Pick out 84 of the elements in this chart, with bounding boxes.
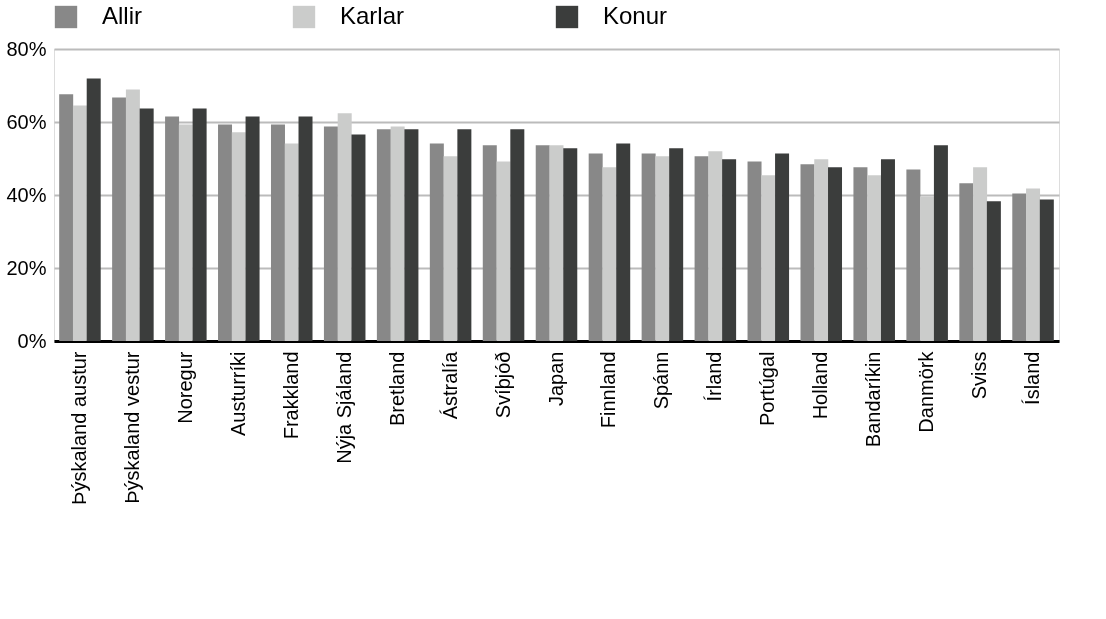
x-tick-label: Ástralía xyxy=(438,350,461,420)
x-tick-label: Danmörk xyxy=(915,350,938,433)
x-tick-label: Finnland xyxy=(597,351,620,429)
x-tick-label: Nýja Sjáland xyxy=(332,351,355,464)
bar xyxy=(747,161,762,341)
bar xyxy=(906,169,921,341)
bar xyxy=(775,153,790,341)
bar xyxy=(139,108,154,341)
bar xyxy=(443,156,458,341)
x-tick-label: Ísland xyxy=(1021,351,1044,405)
bar xyxy=(853,167,868,341)
y-tick-label: 40% xyxy=(6,183,47,206)
bar xyxy=(510,129,525,341)
legend-label: Konur xyxy=(603,2,668,29)
y-tick-label: 0% xyxy=(17,329,47,352)
x-tick-label: Frakkland xyxy=(279,351,302,440)
bar xyxy=(231,132,246,341)
bar xyxy=(298,116,313,341)
bar xyxy=(323,126,338,341)
bar xyxy=(429,143,444,341)
bar xyxy=(165,116,180,341)
bar xyxy=(86,78,101,341)
bar xyxy=(351,134,366,341)
bar xyxy=(337,113,352,341)
bar xyxy=(867,175,882,341)
bar xyxy=(192,108,207,341)
bar xyxy=(1039,199,1054,341)
bar xyxy=(563,148,578,341)
bar xyxy=(72,105,87,341)
bar xyxy=(588,153,603,341)
y-tick-label: 60% xyxy=(6,110,47,133)
bar xyxy=(694,156,709,341)
bar xyxy=(708,151,723,341)
bar xyxy=(404,129,419,341)
bar xyxy=(270,124,285,341)
bar xyxy=(125,89,140,341)
bar xyxy=(761,175,776,341)
bar xyxy=(933,145,948,341)
bar xyxy=(616,143,631,341)
legend-label: Allir xyxy=(102,2,142,29)
bar xyxy=(376,129,391,341)
x-tick-label: Spánn xyxy=(650,351,673,410)
legend-label: Karlar xyxy=(340,2,405,29)
bar xyxy=(641,153,656,341)
y-tick-label: 80% xyxy=(6,37,47,60)
bar xyxy=(814,159,829,341)
x-tick-label: Bandaríkin xyxy=(862,351,885,448)
bar xyxy=(986,201,1001,341)
x-tick-label: Þýskaland vestur xyxy=(120,351,143,504)
bar xyxy=(669,148,684,341)
x-tick-label: Portúgal xyxy=(756,351,779,426)
bar xyxy=(549,145,564,341)
bar xyxy=(800,164,815,341)
bar xyxy=(880,159,895,341)
x-tick-label: Þýskaland austur xyxy=(67,351,90,505)
bar xyxy=(722,159,737,341)
bar xyxy=(245,116,260,341)
x-tick-label: Holland xyxy=(809,351,832,420)
x-tick-label: Sviss xyxy=(968,351,991,400)
x-tick-label: Svíþjóð xyxy=(491,351,514,419)
bar xyxy=(457,129,472,341)
x-tick-label: Austurríki xyxy=(226,351,249,436)
bar xyxy=(602,167,617,341)
x-tick-label: Írland xyxy=(703,351,726,402)
bar xyxy=(973,167,988,341)
bar xyxy=(59,94,74,341)
bar xyxy=(959,183,974,341)
bar xyxy=(390,126,405,341)
x-tick-label: Japan xyxy=(544,351,567,406)
bar xyxy=(218,124,233,341)
bar xyxy=(284,143,299,341)
bar xyxy=(482,145,497,341)
x-tick-label: Noregur xyxy=(173,351,196,424)
bar xyxy=(920,196,935,341)
x-tick-label: Bretland xyxy=(385,351,408,426)
bar xyxy=(655,156,670,341)
bar xyxy=(1012,193,1027,341)
y-tick-label: 20% xyxy=(6,256,47,279)
bar xyxy=(1026,188,1041,341)
bar xyxy=(828,167,843,341)
bar xyxy=(496,161,511,341)
bar xyxy=(178,124,193,341)
bar xyxy=(112,97,127,341)
bar xyxy=(535,145,550,341)
